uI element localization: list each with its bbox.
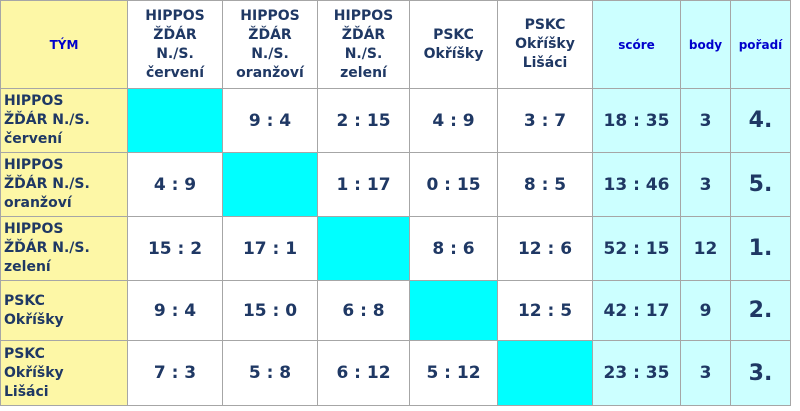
result-cell: 2 : 15: [317, 88, 410, 153]
score-cell: 23 : 35: [592, 340, 681, 406]
result-cell: 3 : 7: [497, 88, 593, 153]
result-cell: 8 : 6: [409, 216, 498, 281]
header-cell: HIPPOS ŽĎÁR N./S. červení: [127, 0, 223, 89]
header-cell: PSKC Okříšky Lišáci: [497, 0, 593, 89]
result-cell: 12 : 6: [497, 216, 593, 281]
table-row: TÝM HIPPOS ŽĎÁR N./S. červení HIPPOS ŽĎÁR …: [0, 0, 791, 89]
table-row: HIPPOS ŽĎÁR N./S. oranžoví 4 : 9 1 : 17 0 :…: [0, 152, 791, 217]
points-cell: 3: [680, 340, 731, 406]
result-cell: 7 : 3: [127, 340, 223, 406]
table: TÝM HIPPOS ŽĎÁR N./S. červení HIPPOS ŽĎÁR …: [0, 0, 791, 406]
team-cell: HIPPOS ŽĎÁR N./S. oranžoví: [0, 152, 128, 217]
empty-cell: [222, 152, 318, 217]
team-cell: PSKC Okříšky: [0, 280, 128, 341]
points-cell: 12: [680, 216, 731, 281]
empty-cell: [409, 280, 498, 341]
header-cell: HIPPOS ŽĎÁR N./S. zelení: [317, 0, 410, 89]
empty-cell: [127, 88, 223, 153]
result-cell: 4 : 9: [409, 88, 498, 153]
result-cell: 4 : 9: [127, 152, 223, 217]
points-cell: 9: [680, 280, 731, 341]
result-cell: 6 : 8: [317, 280, 410, 341]
result-cell: 1 : 17: [317, 152, 410, 217]
header-cell: PSKC Okříšky: [409, 0, 498, 89]
header-cell: body: [680, 0, 731, 89]
header-cell: HIPPOS ŽĎÁR N./S. oranžoví: [222, 0, 318, 89]
score-cell: 18 : 35: [592, 88, 681, 153]
result-cell: 0 : 15: [409, 152, 498, 217]
rank-cell: 3.: [730, 340, 791, 406]
score-cell: 42 : 17: [592, 280, 681, 341]
result-cell: 8 : 5: [497, 152, 593, 217]
result-cell: 5 : 8: [222, 340, 318, 406]
result-cell: 15 : 2: [127, 216, 223, 281]
score-cell: 52 : 15: [592, 216, 681, 281]
score-cell: 13 : 46: [592, 152, 681, 217]
table-row: HIPPOS ŽĎÁR N./S. zelení 15 : 2 17 : 1 8 : …: [0, 216, 791, 281]
team-cell: HIPPOS ŽĎÁR N./S. červení: [0, 88, 128, 153]
result-cell: 5 : 12: [409, 340, 498, 406]
points-cell: 3: [680, 152, 731, 217]
team-cell: PSKC Okříšky Lišáci: [0, 340, 128, 406]
points-cell: 3: [680, 88, 731, 153]
result-cell: 9 : 4: [222, 88, 318, 153]
result-cell: 15 : 0: [222, 280, 318, 341]
rank-cell: 4.: [730, 88, 791, 153]
team-cell: HIPPOS ŽĎÁR N./S. zelení: [0, 216, 128, 281]
rank-cell: 5.: [730, 152, 791, 217]
empty-cell: [497, 340, 593, 406]
rank-cell: 1.: [730, 216, 791, 281]
result-cell: 9 : 4: [127, 280, 223, 341]
header-cell: scóre: [592, 0, 681, 89]
rank-cell: 2.: [730, 280, 791, 341]
header-cell: pořadí: [730, 0, 791, 89]
result-cell: 6 : 12: [317, 340, 410, 406]
header-cell: TÝM: [0, 0, 128, 89]
result-cell: 12 : 5: [497, 280, 593, 341]
result-cell: 17 : 1: [222, 216, 318, 281]
empty-cell: [317, 216, 410, 281]
